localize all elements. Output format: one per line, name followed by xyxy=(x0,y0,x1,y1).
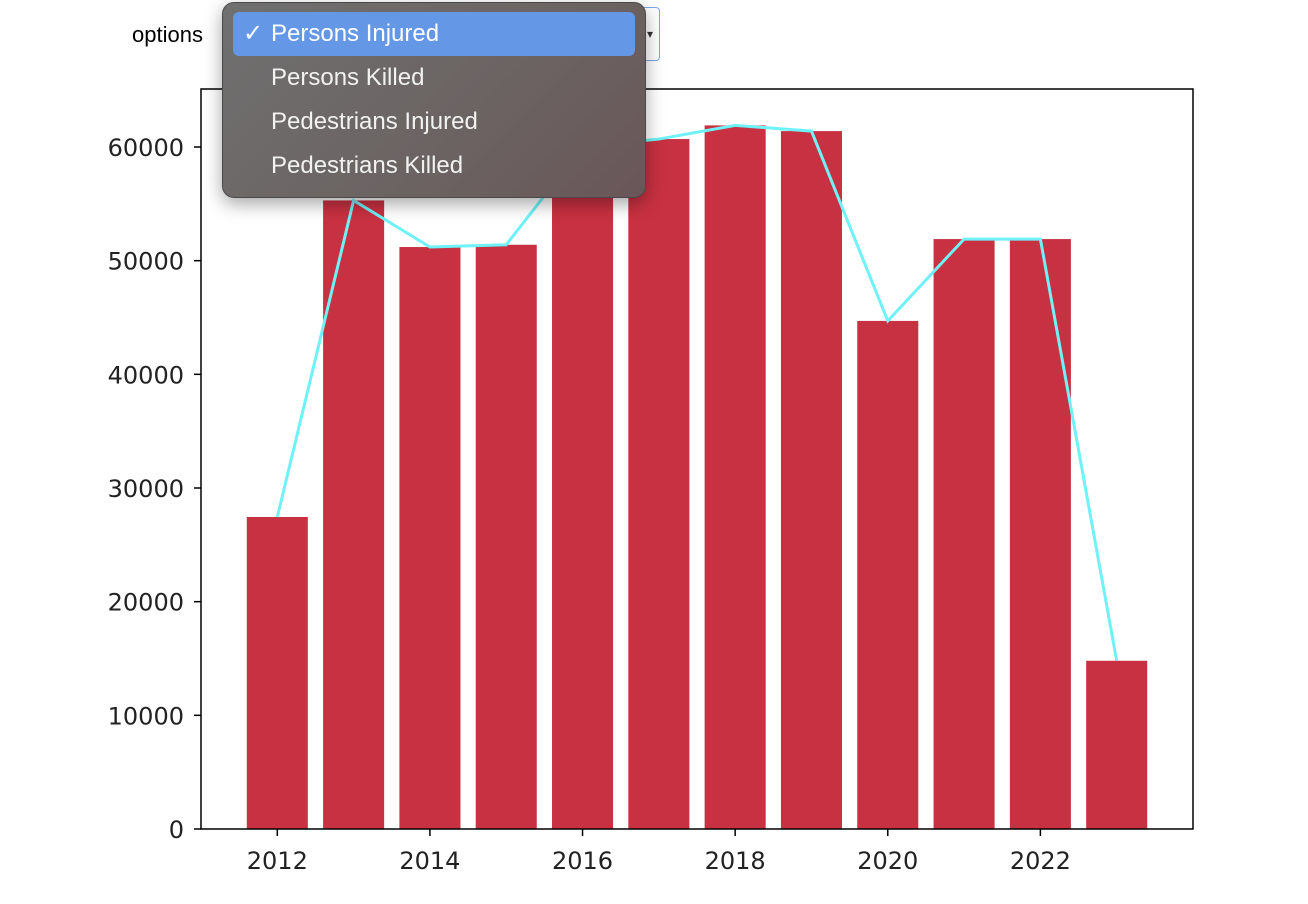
menu-item-persons-injured[interactable]: ✓ Persons Injured xyxy=(233,12,635,56)
bar-2015 xyxy=(475,244,537,830)
y-tick-label: 0 xyxy=(169,816,184,844)
options-label: options xyxy=(132,22,203,47)
y-tick-label: 20000 xyxy=(108,589,184,617)
y-tick-label: 10000 xyxy=(108,702,184,730)
bar-2012 xyxy=(246,516,308,829)
bar-2018 xyxy=(704,125,766,830)
bars-group xyxy=(246,125,1148,830)
menu-item-label: Pedestrians Injured xyxy=(271,108,478,135)
bar-2020 xyxy=(857,320,919,829)
x-tick-label: 2016 xyxy=(552,847,613,875)
x-tick-label: 2018 xyxy=(705,847,766,875)
bar-2019 xyxy=(780,131,842,829)
options-dropdown-menu[interactable]: ✓ Persons Injured Persons Killed Pedestrian… xyxy=(222,2,646,198)
bar-2023 xyxy=(1086,660,1148,829)
chevron-down-icon: ▾ xyxy=(646,27,653,41)
menu-item-pedestrians-killed[interactable]: Pedestrians Killed xyxy=(233,144,635,188)
y-tick-label: 60000 xyxy=(108,134,184,162)
menu-item-label: Pedestrians Killed xyxy=(271,152,464,179)
x-tick-label: 2020 xyxy=(857,847,918,875)
x-tick-label: 2022 xyxy=(1010,847,1071,875)
bar-2021 xyxy=(933,239,995,829)
x-axis-ticks: 2012 2014 2016 2018 2020 2022 xyxy=(247,829,1071,875)
x-tick-label: 2012 xyxy=(247,847,308,875)
checkmark-icon: ✓ xyxy=(243,20,264,47)
y-tick-label: 50000 xyxy=(108,248,184,276)
bar-2022 xyxy=(1009,239,1071,829)
axes-frame xyxy=(200,88,1194,830)
menu-item-pedestrians-injured[interactable]: Pedestrians Injured xyxy=(233,100,635,144)
menu-item-label: Persons Killed xyxy=(271,64,425,91)
menu-item-persons-killed[interactable]: Persons Killed xyxy=(233,56,635,100)
y-tick-label: 30000 xyxy=(108,475,184,503)
bar-2014 xyxy=(399,247,461,829)
bar-2017 xyxy=(628,139,690,829)
bar-2016 xyxy=(552,147,614,829)
trend-line xyxy=(275,123,1119,662)
x-tick-label: 2014 xyxy=(399,847,460,875)
bar-2013 xyxy=(323,200,385,829)
menu-item-label: Persons Injured xyxy=(271,20,440,47)
y-tick-label: 40000 xyxy=(108,361,184,389)
y-axis-ticks: 0 10000 20000 30000 40000 50000 60000 xyxy=(108,134,201,844)
